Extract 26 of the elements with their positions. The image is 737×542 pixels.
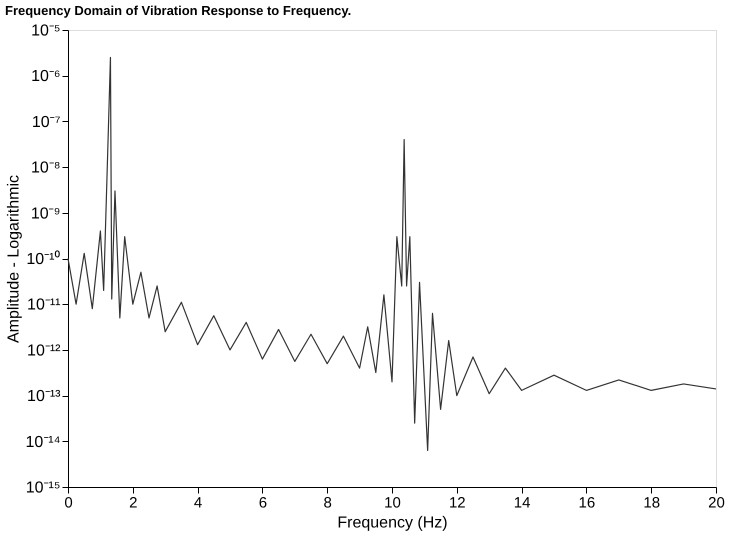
y-tick-label: 10⁻¹² [27,342,62,360]
x-tick-label: 20 [708,494,725,512]
y-tick-label: 10⁻¹³ [27,388,62,406]
x-tick-label: 2 [129,494,138,512]
y-tick-label: 10⁻⁹ [30,205,60,222]
y-tick-label: 10⁻¹⁰ [26,250,60,268]
x-tick-label: 18 [643,494,660,512]
line-series [67,56,717,452]
x-axis-title: Frequency (Hz) [337,514,448,532]
y-axis-title: Amplitude - Logarithmic [6,174,22,344]
x-tick-label: 12 [448,494,466,512]
y-tick-label: 10⁻⁷ [32,114,61,131]
x-tick-label: 6 [258,494,268,512]
x-tick-label: 14 [514,494,530,512]
x-tick-label: 8 [324,494,332,512]
x-tick-label: 16 [578,494,596,512]
y-tick-label: 10⁻⁸ [30,160,60,177]
x-tick-label: 4 [194,494,202,512]
chart-title: Frequency Domain of Vibration Response to Frequency. [5,3,352,18]
x-tick-label: 10 [384,494,401,512]
y-tick-label: 10⁻¹¹ [27,296,60,314]
y-tick-label: 10⁻⁵ [31,22,60,40]
y-tick-label: 10⁻⁶ [31,68,60,86]
x-tick-label: 0 [64,494,73,512]
y-tick-label: 10⁻¹⁵ [26,480,60,496]
y-tick-label: 10⁻¹⁴ [26,434,61,451]
